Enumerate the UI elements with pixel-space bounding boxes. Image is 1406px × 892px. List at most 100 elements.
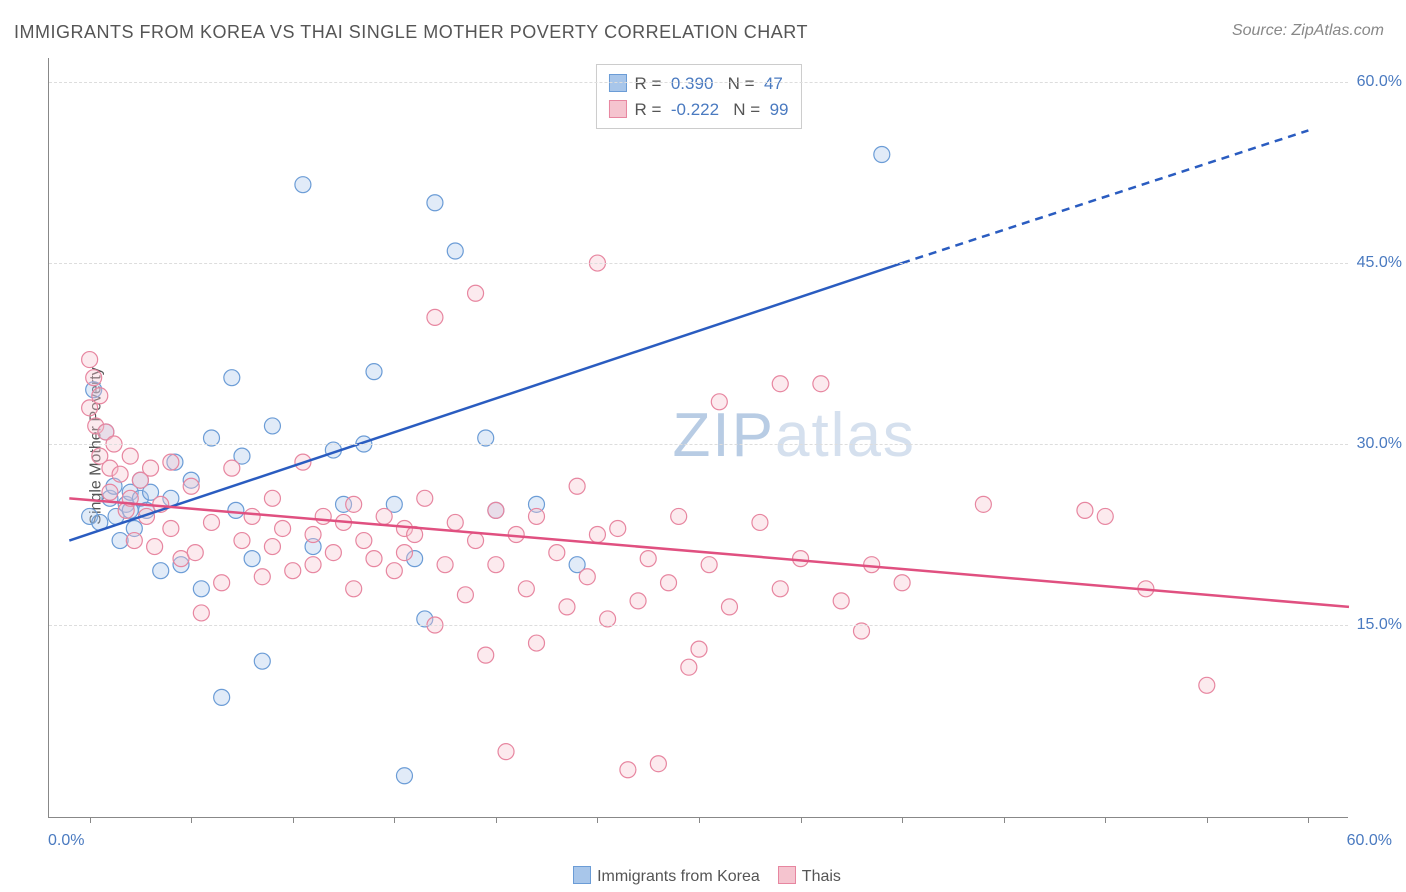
legend-label: Thais xyxy=(802,868,841,885)
x-tick xyxy=(1207,817,1208,823)
y-tick-label: 15.0% xyxy=(1357,616,1402,634)
scatter-point xyxy=(193,581,209,597)
scatter-point xyxy=(366,551,382,567)
scatter-point xyxy=(468,533,484,549)
correlation-row: R = 0.390 N = 47 xyxy=(608,71,788,97)
scatter-point xyxy=(701,557,717,573)
scatter-point xyxy=(386,563,402,579)
scatter-point xyxy=(275,520,291,536)
correlation-row: R = -0.222 N = 99 xyxy=(608,97,788,123)
scatter-point xyxy=(1097,508,1113,524)
x-tick xyxy=(293,817,294,823)
scatter-point xyxy=(975,496,991,512)
legend-label: Immigrants from Korea xyxy=(597,868,760,885)
scatter-point xyxy=(589,527,605,543)
scatter-point xyxy=(772,376,788,392)
scatter-point xyxy=(214,575,230,591)
scatter-point xyxy=(498,744,514,760)
scatter-point xyxy=(671,508,687,524)
scatter-point xyxy=(356,533,372,549)
scatter-point xyxy=(396,768,412,784)
trend-line xyxy=(69,498,1349,607)
gridline xyxy=(49,263,1348,264)
scatter-point xyxy=(92,388,108,404)
scatter-point xyxy=(569,478,585,494)
x-tick xyxy=(90,817,91,823)
scatter-point xyxy=(437,557,453,573)
scatter-point xyxy=(1077,502,1093,518)
x-axis-min-label: 0.0% xyxy=(48,832,84,850)
scatter-point xyxy=(518,581,534,597)
legend-bottom: Immigrants from Korea Thais xyxy=(48,866,1348,886)
scatter-point xyxy=(529,635,545,651)
scatter-point xyxy=(264,418,280,434)
r-value: -0.222 xyxy=(671,100,719,119)
scatter-point xyxy=(325,545,341,561)
y-tick-label: 60.0% xyxy=(1357,73,1402,91)
scatter-point xyxy=(630,593,646,609)
legend-swatch xyxy=(608,100,626,118)
scatter-point xyxy=(376,508,392,524)
x-tick xyxy=(191,817,192,823)
scatter-point xyxy=(285,563,301,579)
scatter-point xyxy=(661,575,677,591)
x-tick xyxy=(597,817,598,823)
scatter-point xyxy=(427,195,443,211)
scatter-point xyxy=(264,490,280,506)
scatter-point xyxy=(559,599,575,615)
legend-swatch xyxy=(778,866,796,884)
scatter-point xyxy=(468,285,484,301)
scatter-point xyxy=(650,756,666,772)
gridline xyxy=(49,444,1348,445)
scatter-point xyxy=(366,364,382,380)
scatter-point xyxy=(529,508,545,524)
scatter-point xyxy=(427,309,443,325)
scatter-point xyxy=(214,689,230,705)
x-tick xyxy=(496,817,497,823)
scatter-point xyxy=(833,593,849,609)
scatter-point xyxy=(478,647,494,663)
scatter-point xyxy=(610,520,626,536)
x-tick xyxy=(394,817,395,823)
scatter-point xyxy=(86,370,102,386)
scatter-point xyxy=(447,243,463,259)
scatter-point xyxy=(153,563,169,579)
scatter-plot-area: ZIPatlas R = 0.390 N = 47R = -0.222 N = … xyxy=(48,58,1348,818)
trend-line-extrapolated xyxy=(902,130,1308,263)
scatter-point xyxy=(315,508,331,524)
scatter-point xyxy=(549,545,565,561)
scatter-point xyxy=(224,460,240,476)
scatter-point xyxy=(457,587,473,603)
x-tick xyxy=(1004,817,1005,823)
scatter-point xyxy=(579,569,595,585)
scatter-point xyxy=(488,557,504,573)
scatter-point xyxy=(143,460,159,476)
scatter-point xyxy=(173,551,189,567)
scatter-point xyxy=(254,569,270,585)
scatter-point xyxy=(102,484,118,500)
scatter-point xyxy=(228,502,244,518)
scatter-point xyxy=(163,454,179,470)
scatter-point xyxy=(224,370,240,386)
scatter-point xyxy=(447,514,463,530)
y-tick-label: 30.0% xyxy=(1357,435,1402,453)
scatter-point xyxy=(721,599,737,615)
scatter-point xyxy=(620,762,636,778)
scatter-point xyxy=(346,496,362,512)
scatter-point xyxy=(183,478,199,494)
scatter-point xyxy=(305,527,321,543)
scatter-point xyxy=(691,641,707,657)
scatter-point xyxy=(874,147,890,163)
gridline xyxy=(49,625,1348,626)
scatter-point xyxy=(711,394,727,410)
scatter-point xyxy=(204,514,220,530)
x-tick xyxy=(699,817,700,823)
scatter-point xyxy=(254,653,270,669)
scatter-point xyxy=(147,539,163,555)
x-tick xyxy=(1105,817,1106,823)
x-axis-max-label: 60.0% xyxy=(1347,832,1392,850)
gridline xyxy=(49,82,1348,83)
scatter-point xyxy=(772,581,788,597)
scatter-point xyxy=(244,551,260,567)
scatter-point xyxy=(346,581,362,597)
